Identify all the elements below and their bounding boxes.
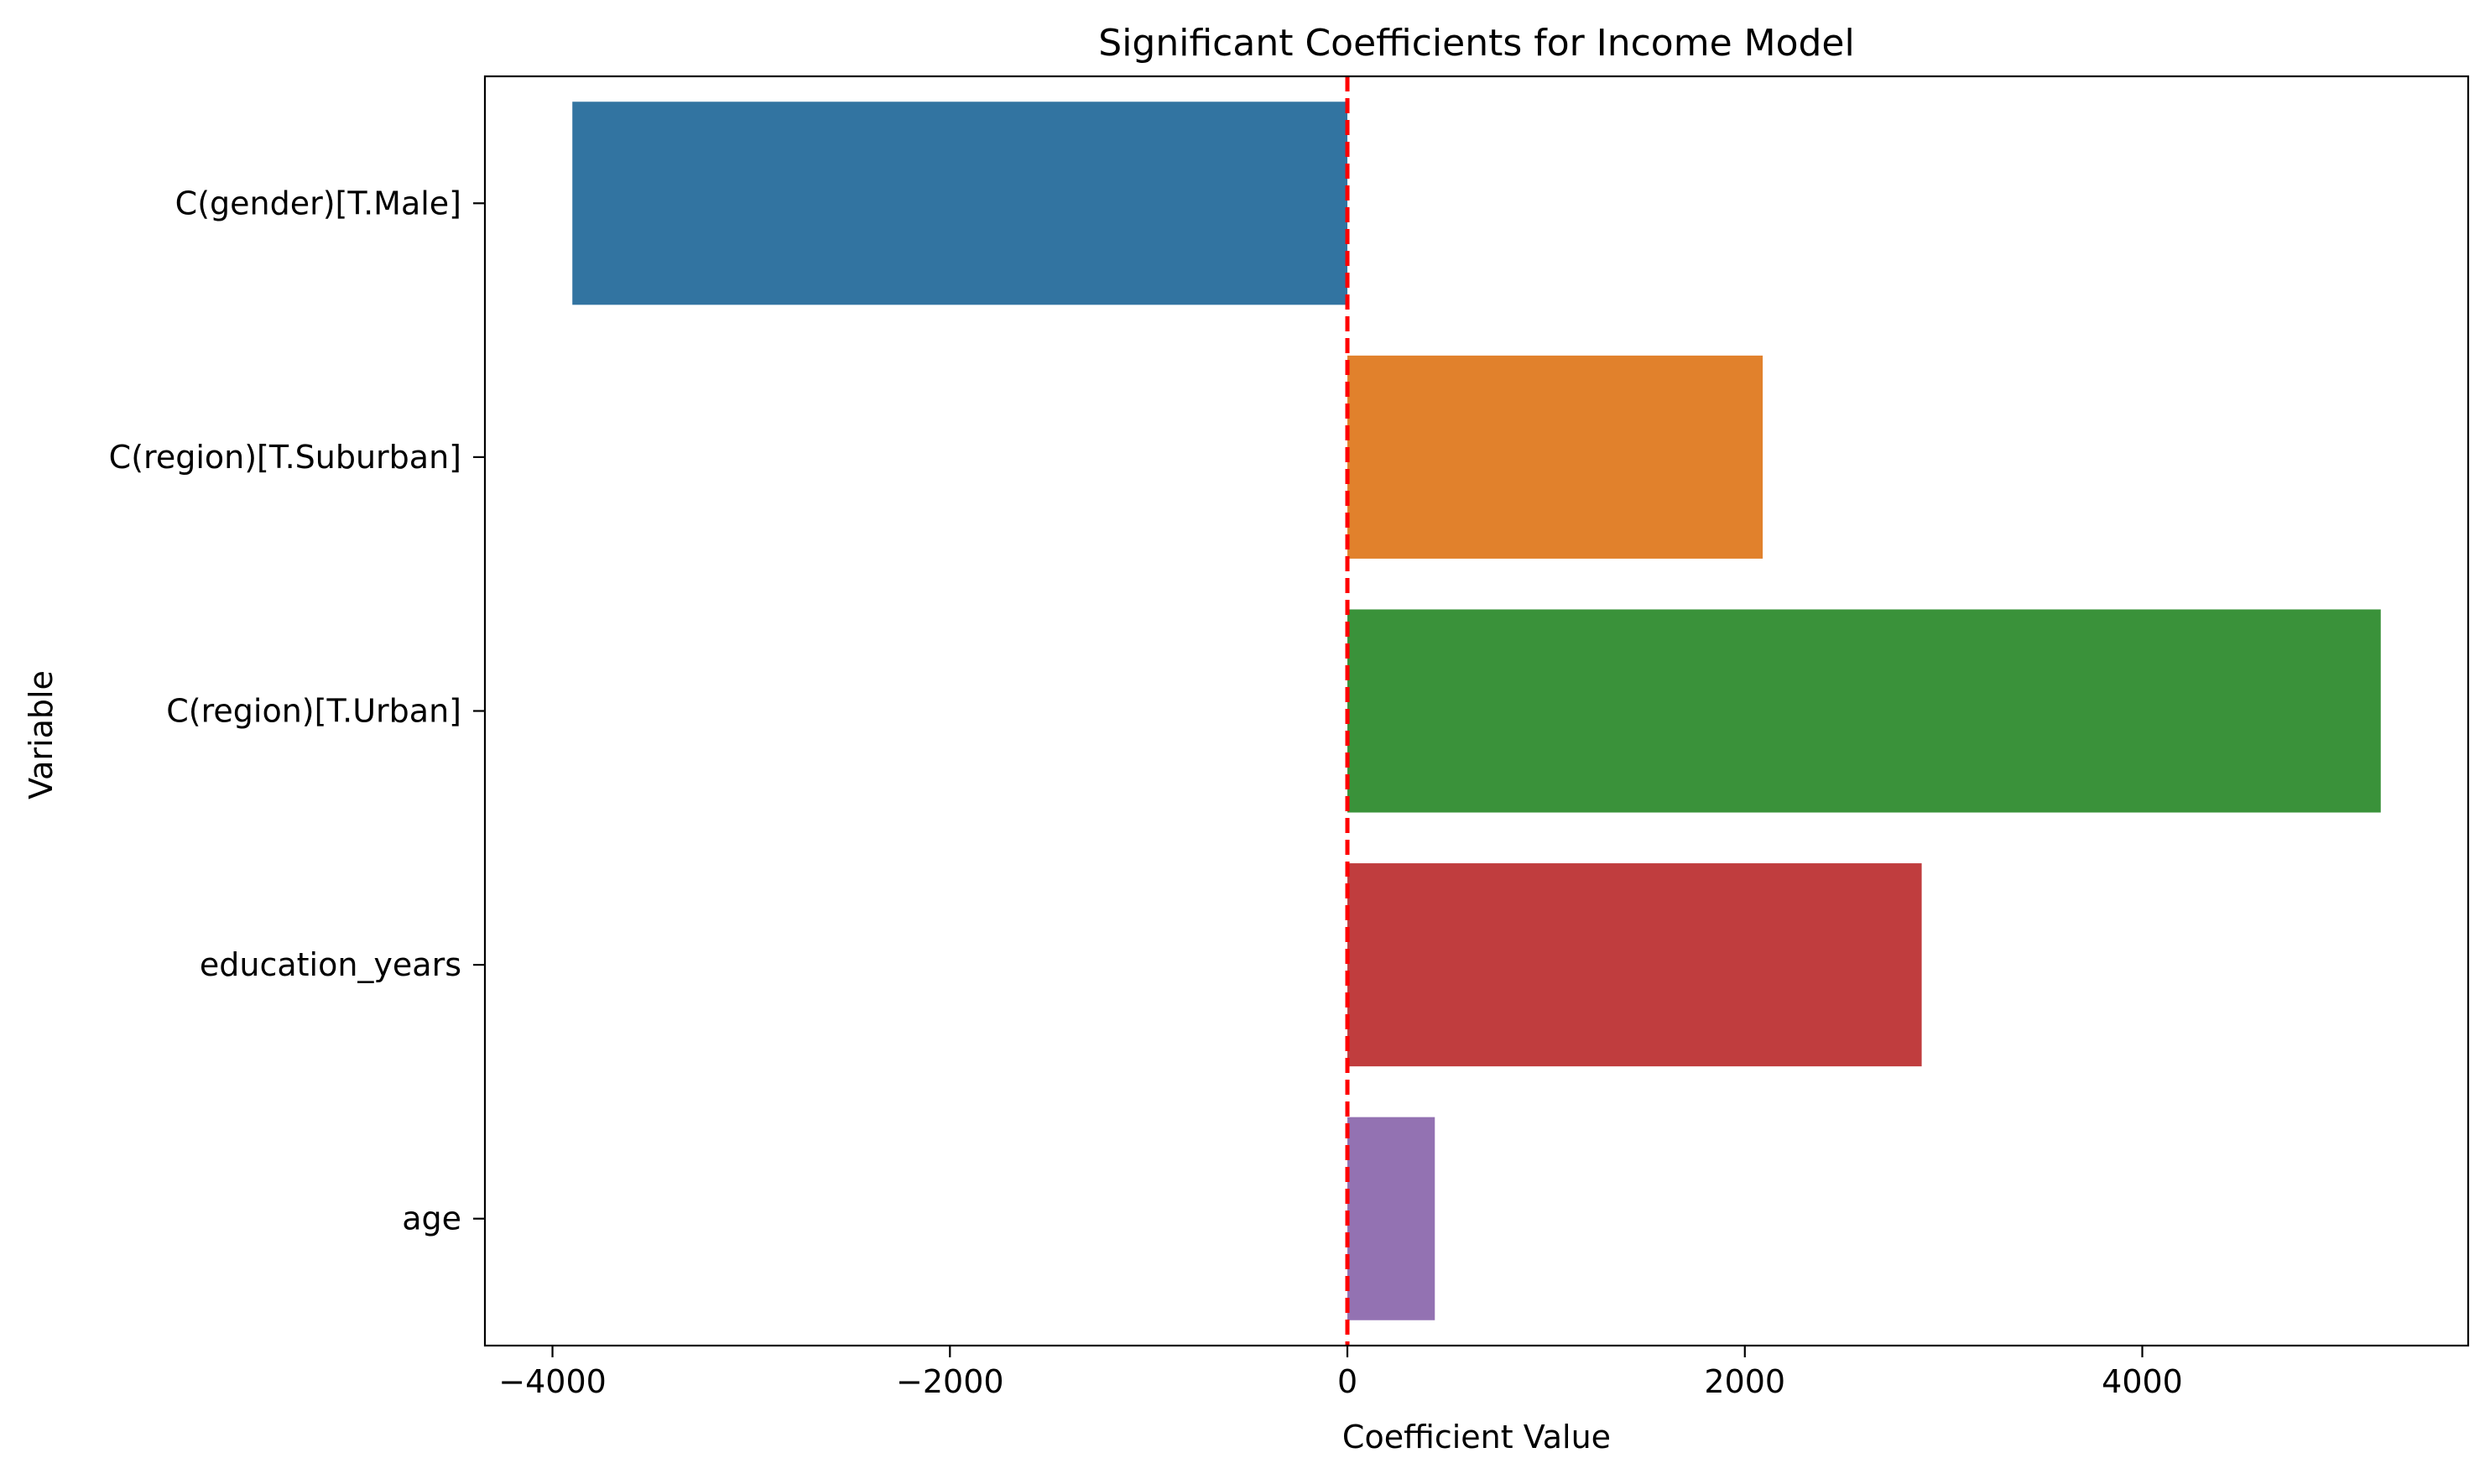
x-tick-label: −4000 bbox=[498, 1363, 607, 1400]
y-tick-label: C(gender)[T.Male] bbox=[175, 185, 461, 221]
y-tick-label: C(region)[T.Suburban] bbox=[109, 439, 461, 476]
chart-title: Significant Coefficients for Income Mode… bbox=[1098, 22, 1854, 65]
x-tick-label: 2000 bbox=[1704, 1363, 1785, 1400]
y-axis-label: Variable bbox=[23, 670, 60, 799]
y-axis-ticks: C(gender)[T.Male] C(region)[T.Suburban] C(… bbox=[109, 185, 485, 1237]
bar-c-region-t-suburban bbox=[1347, 355, 1763, 559]
bars-layer bbox=[572, 102, 2381, 1320]
x-tick-label: 4000 bbox=[2102, 1363, 2183, 1400]
bar-c-gender-t-male bbox=[572, 102, 1348, 305]
bar-c-region-t-urban bbox=[1347, 609, 2381, 813]
bar-age bbox=[1347, 1117, 1435, 1320]
y-tick-label: education_years bbox=[200, 946, 461, 983]
x-tick-label: 0 bbox=[1337, 1363, 1357, 1400]
x-axis-label: Coefficient Value bbox=[1342, 1419, 1611, 1455]
x-axis-ticks: −4000 −2000 0 2000 4000 bbox=[498, 1346, 2183, 1400]
y-tick-label: age bbox=[402, 1200, 461, 1237]
x-tick-label: −2000 bbox=[896, 1363, 1004, 1400]
y-tick-label: C(region)[T.Urban] bbox=[166, 693, 461, 730]
bar-education-years bbox=[1347, 863, 1922, 1067]
